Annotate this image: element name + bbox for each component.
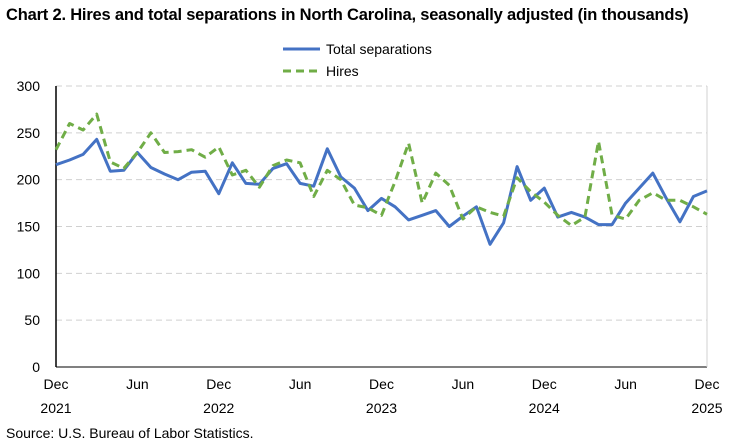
x-tick-label: Dec bbox=[369, 376, 394, 392]
y-tick-label: 50 bbox=[24, 312, 40, 328]
x-tick-label: Dec bbox=[206, 376, 231, 392]
x-tick-year-label: 2025 bbox=[691, 400, 722, 416]
y-tick-label: 100 bbox=[17, 265, 41, 281]
x-tick-label: Jun bbox=[126, 376, 149, 392]
y-tick-label: 0 bbox=[32, 359, 40, 375]
source-note: Source: U.S. Bureau of Labor Statistics. bbox=[6, 425, 254, 441]
x-axis-ticks: Dec 2021 Jun Dec 2022 Jun Dec 2023 Jun Dec 2024 Jun… bbox=[40, 376, 722, 416]
x-tick-year-label: 2024 bbox=[529, 400, 560, 416]
legend-label: Hires bbox=[326, 63, 359, 79]
y-tick-label: 150 bbox=[17, 219, 41, 235]
x-tick-label: Dec bbox=[44, 376, 69, 392]
chart-title: Chart 2. Hires and total separations in … bbox=[6, 6, 689, 24]
x-tick-label: Dec bbox=[695, 376, 720, 392]
y-tick-label: 200 bbox=[17, 172, 41, 188]
y-tick-label: 250 bbox=[17, 125, 41, 141]
y-axis-ticks: 0 50 100 150 200 250 300 bbox=[17, 78, 41, 375]
series-lines bbox=[54, 112, 708, 246]
x-tick-label: Jun bbox=[614, 376, 637, 392]
x-tick-label: Jun bbox=[452, 376, 475, 392]
x-tick-year-label: 2021 bbox=[40, 400, 71, 416]
legend: Total separations Hires bbox=[283, 41, 432, 79]
gridlines bbox=[55, 85, 708, 368]
x-tick-year-label: 2022 bbox=[203, 400, 234, 416]
x-tick-year-label: 2023 bbox=[366, 400, 397, 416]
x-tick-label: Jun bbox=[289, 376, 312, 392]
legend-label: Total separations bbox=[326, 41, 432, 57]
series-line-total-separations bbox=[55, 137, 708, 246]
y-tick-label: 300 bbox=[17, 78, 41, 94]
x-tick-label: Dec bbox=[532, 376, 557, 392]
series-line-hires bbox=[54, 112, 708, 228]
